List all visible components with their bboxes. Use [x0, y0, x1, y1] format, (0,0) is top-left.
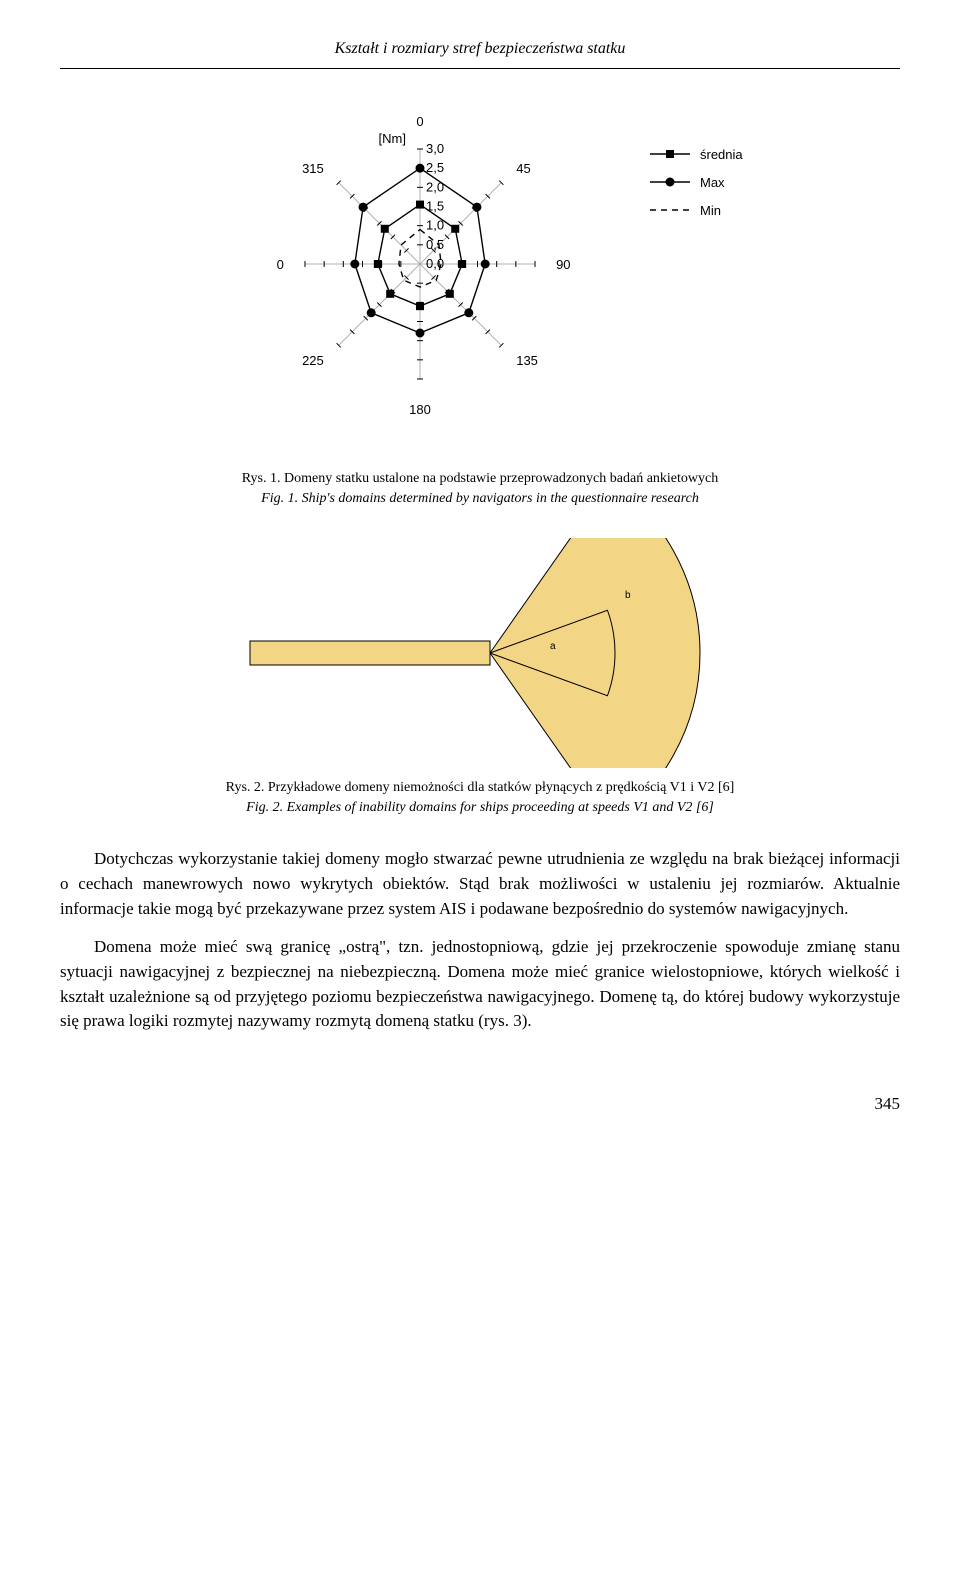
paragraph-1: Dotychczas wykorzystanie takiej domeny m…: [60, 847, 900, 921]
svg-text:45: 45: [516, 161, 530, 176]
svg-text:3,0: 3,0: [426, 141, 444, 156]
svg-text:0: 0: [416, 114, 423, 129]
figure-2: ab Rys. 2. Przykładowe domeny niemożnośc…: [60, 538, 900, 817]
caption-1-pl: Rys. 1. Domeny statku ustalone na podsta…: [60, 469, 900, 489]
svg-text:Min: Min: [700, 203, 721, 218]
svg-text:0: 0: [277, 257, 284, 272]
svg-text:225: 225: [302, 353, 324, 368]
caption-2-en: Fig. 2. Examples of inability domains fo…: [60, 798, 900, 818]
svg-text:180: 180: [409, 402, 431, 417]
svg-text:Max: Max: [700, 175, 725, 190]
svg-text:a: a: [550, 641, 556, 652]
figure-1: 0459013518022503150,00,51,01,52,02,53,0[…: [60, 99, 900, 508]
paragraph-2: Domena może mieć swą granicę „ostrą", tz…: [60, 935, 900, 1034]
fan-diagram: ab: [160, 538, 800, 768]
radar-chart: 0459013518022503150,00,51,01,52,02,53,0[…: [160, 99, 800, 459]
caption-2-pl: Rys. 2. Przykładowe domeny niemożności d…: [60, 778, 900, 798]
svg-text:0,5: 0,5: [426, 237, 444, 252]
page-header: Kształt i rozmiary stref bezpieczeństwa …: [60, 40, 900, 58]
header-rule: [60, 68, 900, 69]
svg-text:135: 135: [516, 353, 538, 368]
page-number: 345: [60, 1094, 900, 1114]
caption-1-en: Fig. 1. Ship's domains determined by nav…: [60, 489, 900, 509]
svg-text:2,0: 2,0: [426, 179, 444, 194]
svg-text:b: b: [625, 590, 631, 601]
header-title: Kształt i rozmiary stref bezpieczeństwa …: [335, 40, 626, 57]
svg-text:[Nm]: [Nm]: [379, 131, 406, 146]
svg-text:średnia: średnia: [700, 147, 743, 162]
caption-2: Rys. 2. Przykładowe domeny niemożności d…: [60, 778, 900, 817]
caption-1: Rys. 1. Domeny statku ustalone na podsta…: [60, 469, 900, 508]
svg-text:315: 315: [302, 161, 324, 176]
svg-text:90: 90: [556, 257, 570, 272]
svg-text:0,0: 0,0: [426, 256, 444, 271]
svg-text:2,5: 2,5: [426, 160, 444, 175]
